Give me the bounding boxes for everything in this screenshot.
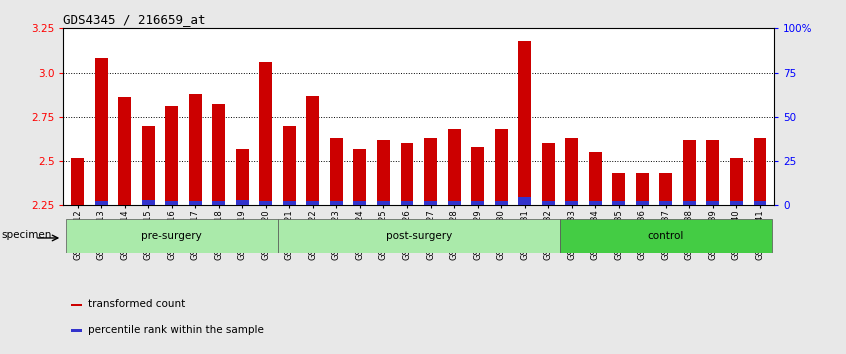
Bar xyxy=(541,201,555,205)
Text: post-surgery: post-surgery xyxy=(386,231,452,241)
Bar xyxy=(589,152,602,205)
Bar xyxy=(277,219,560,253)
Bar xyxy=(377,201,390,205)
Bar xyxy=(589,201,602,205)
Bar xyxy=(565,138,578,205)
Bar xyxy=(354,201,366,205)
Bar xyxy=(541,143,555,205)
Text: GDS4345 / 216659_at: GDS4345 / 216659_at xyxy=(63,13,206,26)
Bar xyxy=(260,201,272,205)
Bar xyxy=(400,143,414,205)
Bar xyxy=(424,138,437,205)
Bar xyxy=(306,96,319,205)
Bar xyxy=(730,158,743,205)
Bar xyxy=(706,201,719,205)
Bar xyxy=(306,201,319,205)
Bar xyxy=(636,201,649,205)
Text: specimen: specimen xyxy=(1,230,52,240)
Bar xyxy=(424,201,437,205)
Bar xyxy=(613,201,625,205)
Bar xyxy=(519,198,531,205)
Bar xyxy=(565,201,578,205)
Bar xyxy=(212,104,225,205)
Bar xyxy=(283,126,296,205)
Bar xyxy=(70,304,82,307)
Bar xyxy=(400,201,414,205)
Bar xyxy=(448,201,460,205)
Text: percentile rank within the sample: percentile rank within the sample xyxy=(88,325,264,335)
Bar xyxy=(165,106,179,205)
Bar xyxy=(471,201,484,205)
Bar xyxy=(754,201,766,205)
Bar xyxy=(495,129,508,205)
Bar xyxy=(683,140,696,205)
Bar xyxy=(165,201,179,205)
Bar xyxy=(141,126,155,205)
Bar xyxy=(659,201,673,205)
Bar xyxy=(95,201,107,205)
Bar xyxy=(730,201,743,205)
Bar xyxy=(471,147,484,205)
Text: control: control xyxy=(648,231,684,241)
Bar xyxy=(70,330,82,332)
Bar xyxy=(330,138,343,205)
Bar xyxy=(212,201,225,205)
Bar xyxy=(754,138,766,205)
Bar xyxy=(66,219,277,253)
Bar xyxy=(613,173,625,205)
Bar xyxy=(519,41,531,205)
Bar xyxy=(260,62,272,205)
Bar xyxy=(377,140,390,205)
Bar xyxy=(495,201,508,205)
Text: pre-surgery: pre-surgery xyxy=(141,231,202,241)
Bar xyxy=(141,200,155,205)
Bar xyxy=(560,219,772,253)
Bar xyxy=(236,200,249,205)
Bar xyxy=(706,140,719,205)
Bar xyxy=(683,201,696,205)
Bar xyxy=(659,173,673,205)
Bar xyxy=(118,97,131,205)
Bar xyxy=(330,201,343,205)
Bar xyxy=(354,149,366,205)
Bar xyxy=(283,201,296,205)
Bar xyxy=(95,58,107,205)
Bar xyxy=(189,94,201,205)
Bar xyxy=(636,173,649,205)
Bar xyxy=(189,201,201,205)
Bar xyxy=(448,129,460,205)
Bar xyxy=(71,158,84,205)
Bar xyxy=(236,149,249,205)
Text: transformed count: transformed count xyxy=(88,299,185,309)
